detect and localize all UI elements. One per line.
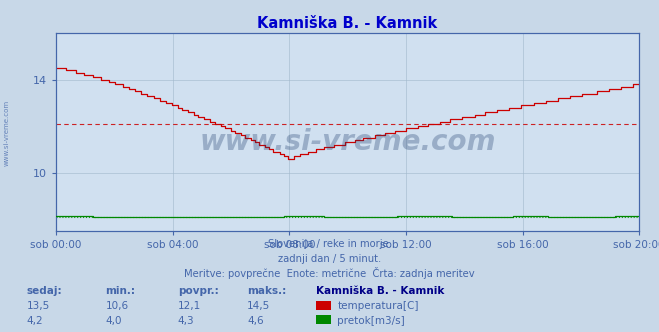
Text: maks.:: maks.: — [247, 286, 287, 296]
Text: temperatura[C]: temperatura[C] — [337, 301, 419, 311]
Text: min.:: min.: — [105, 286, 136, 296]
Text: zadnji dan / 5 minut.: zadnji dan / 5 minut. — [278, 254, 381, 264]
Text: pretok[m3/s]: pretok[m3/s] — [337, 316, 405, 326]
Text: www.si-vreme.com: www.si-vreme.com — [200, 128, 496, 156]
Text: 4,2: 4,2 — [26, 316, 43, 326]
Text: sedaj:: sedaj: — [26, 286, 62, 296]
Text: 4,0: 4,0 — [105, 316, 122, 326]
Text: Meritve: povprečne  Enote: metrične  Črta: zadnja meritev: Meritve: povprečne Enote: metrične Črta:… — [184, 267, 475, 279]
Text: Kamniška B. - Kamnik: Kamniška B. - Kamnik — [316, 286, 445, 296]
Text: 13,5: 13,5 — [26, 301, 49, 311]
Text: povpr.:: povpr.: — [178, 286, 219, 296]
Text: 4,6: 4,6 — [247, 316, 264, 326]
Title: Kamniška B. - Kamnik: Kamniška B. - Kamnik — [258, 16, 438, 31]
Text: 10,6: 10,6 — [105, 301, 129, 311]
Text: www.si-vreme.com: www.si-vreme.com — [3, 100, 10, 166]
Text: 14,5: 14,5 — [247, 301, 270, 311]
Text: 12,1: 12,1 — [178, 301, 201, 311]
Text: 4,3: 4,3 — [178, 316, 194, 326]
Text: Slovenija / reke in morje.: Slovenija / reke in morje. — [268, 239, 391, 249]
